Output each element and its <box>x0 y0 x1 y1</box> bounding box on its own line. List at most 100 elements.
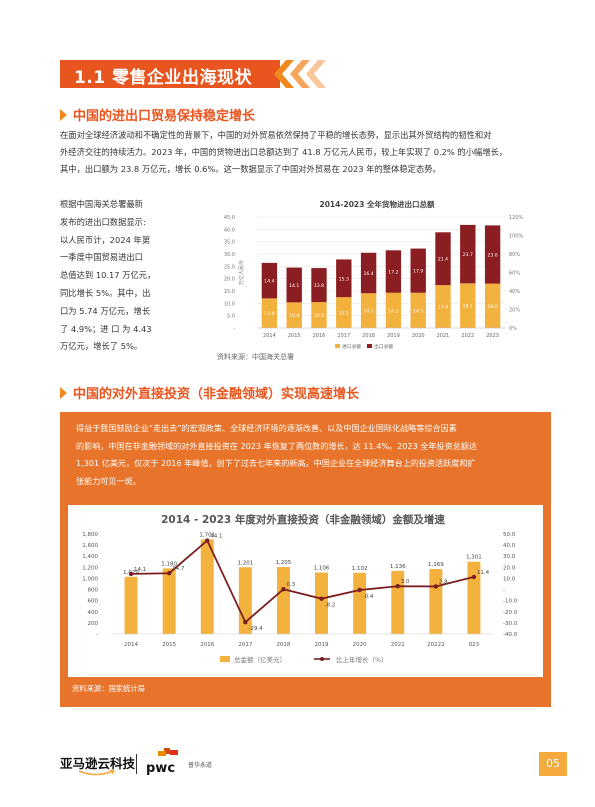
x-tick-label: 2016 <box>200 642 214 648</box>
data-label-export: 15.3 <box>339 276 349 282</box>
bar-export <box>286 267 302 303</box>
investment-paragraph: 得益于我国鼓励企业“走出去”的宏观政策、全球经济环境的逐渐改善、以及中国企业国际… <box>76 420 536 490</box>
investment-bar-line-chart: 2014 - 2023 年度对外直接投资（非金融领域）金额及增速 1,800 1,6… <box>82 513 518 664</box>
legend-swatch-amount <box>220 656 230 662</box>
trade-stacked-bar-chart: 2014-2023 全年货物进出口总额 45.0 40.0 35.0 30.0 25.0 2… <box>224 199 524 350</box>
y-tick-label: 1,600 <box>82 543 98 549</box>
data-label-growth: 0.3 <box>286 582 295 588</box>
data-label-export: 23.7 <box>463 252 473 258</box>
data-label-export: 14.4 <box>264 279 274 285</box>
data-label-growth: 14.1 <box>134 567 146 573</box>
bar-investment <box>467 561 481 634</box>
x-tick-label: 2017 <box>337 333 350 339</box>
data-label-import: 10.5 <box>314 313 324 319</box>
data-label-import: 14.3 <box>413 308 423 314</box>
data-label-export: 17.9 <box>413 269 423 275</box>
y-tick-label: 35.0 <box>224 240 235 246</box>
pwc-logo: pwc <box>146 748 178 776</box>
growth-point <box>128 571 134 577</box>
bar-export <box>410 248 426 293</box>
bar-investment <box>200 539 214 634</box>
bar-import <box>286 302 302 328</box>
footer-divider <box>136 754 137 774</box>
section-title: 1.1 零售企业出海现状 <box>74 68 253 88</box>
chart-panel: 2014 - 2023 年度对外直接投资（非金融领域）金额及增速 1,800 1,6… <box>68 505 543 677</box>
y-tick-label: 20.0 <box>224 277 235 283</box>
y-tick-label: 1,400 <box>82 554 98 560</box>
y2-tick-label: 120% <box>509 215 524 221</box>
bar-investment <box>276 567 290 634</box>
data-label-amount: 1,136 <box>390 564 406 570</box>
data-label-import: 18.1 <box>463 304 473 310</box>
bar-export <box>311 268 327 303</box>
y-tick-label: 25.0 <box>224 264 235 270</box>
y2-tick-label: -20.0 <box>503 610 518 616</box>
pwc-chinese-name: 普华永道 <box>188 762 213 769</box>
x-tick-label: 20222 <box>427 642 445 648</box>
chart-source: 资料来源：国家统计局 <box>72 684 145 693</box>
growth-point <box>281 587 286 592</box>
y2-tick-label: -40.0 <box>503 632 518 638</box>
x-tick-label: 2014 <box>124 642 138 648</box>
data-label-import: 12.5 <box>339 311 349 317</box>
y2-tick-label: 0% <box>509 326 517 332</box>
y-tick-label: 1,800 <box>82 532 98 538</box>
x-tick-label: 2019 <box>387 333 400 339</box>
y-tick-label: 45.0 <box>224 215 235 221</box>
y-tick-label: - <box>96 632 98 638</box>
bar-import <box>311 302 327 328</box>
data-label-growth: 44.1 <box>210 534 222 540</box>
x-tick-label: 2020 <box>412 333 425 339</box>
x-tick-label: 2018 <box>276 642 290 648</box>
y-tick-label: 15.0 <box>224 289 235 295</box>
data-label-export: 14.1 <box>289 283 299 289</box>
data-label-amount: 1,701 <box>199 533 215 539</box>
data-label-import: 18.0 <box>487 304 497 310</box>
data-label-growth: 2.8 <box>439 579 448 585</box>
legend-swatch-import <box>335 344 340 348</box>
growth-point <box>357 587 362 593</box>
data-label-growth: 14.7 <box>172 566 185 572</box>
amazon-smile-icon <box>78 769 116 776</box>
arrow-icon <box>60 109 67 121</box>
legend-swatch-export <box>367 344 372 348</box>
data-label-amount: 1,106 <box>314 566 330 572</box>
data-label-amount: 1,201 <box>237 560 253 566</box>
data-label-import: 14.3 <box>388 308 398 314</box>
data-label-export: 23.6 <box>487 252 497 258</box>
subsection-title-investment: 中国的对外直接投资（非金融领域）实现高速增长 <box>60 383 359 402</box>
y-tick-label: - <box>233 326 235 332</box>
paragraph-line: 其中，出口额为 23.8 万亿元，增长 0.6%。这一数据显示了中国对外贸易在 … <box>60 164 441 174</box>
growth-line <box>131 539 475 624</box>
y-tick-label: 600 <box>88 599 99 605</box>
data-label-growth: 3.0 <box>401 579 410 585</box>
bar-import <box>385 292 402 328</box>
y2-tick-label: 80% <box>509 252 520 258</box>
bar-import <box>261 298 278 328</box>
paragraph-line: 在面对全球经济波动和不确定性的背景下，中国的对外贸易依然保持了平稳的增长态势，显… <box>60 130 492 140</box>
x-tick-label: 2015 <box>288 333 301 339</box>
investment-box: 得益于我国鼓励企业“走出去”的宏观政策、全球经济环境的逐渐改善、以及中国企业国际… <box>60 412 551 707</box>
x-tick-label: 2022 <box>461 333 474 339</box>
data-label-import: 12.0 <box>264 311 274 317</box>
data-label-import: 14.1 <box>363 309 373 315</box>
x-tick-label: 2023 <box>486 333 499 339</box>
x-tick-label: 2021 <box>391 642 405 648</box>
chart-source: 资料来源：中国海关总署 <box>217 353 294 361</box>
y-tick-label: 30.0 <box>224 252 235 258</box>
bar-export <box>460 224 476 284</box>
data-label-growth: 11.4 <box>477 570 490 576</box>
paragraph-line: 外经济交往的持续活力。2023 年，中国的货物进出口总额达到了 41.8 万亿元… <box>60 147 508 157</box>
data-label-amount: 1,205 <box>276 560 292 566</box>
y2-tick-label: 50.0 <box>503 532 516 538</box>
data-label-amount: 1,169 <box>428 562 444 568</box>
y2-tick-label: 40% <box>509 289 520 295</box>
y-tick-label: 40.0 <box>224 227 235 233</box>
y2-tick-label: 40.0 <box>503 543 516 549</box>
y2-tick-label: 20.0 <box>503 565 516 571</box>
legend-label-import: 进口总额 <box>342 343 361 350</box>
bar-investment <box>315 572 329 634</box>
amazon-logo-text: 亚马逊云科技 <box>60 756 136 771</box>
bar-investment <box>124 576 138 634</box>
growth-point <box>205 538 210 543</box>
